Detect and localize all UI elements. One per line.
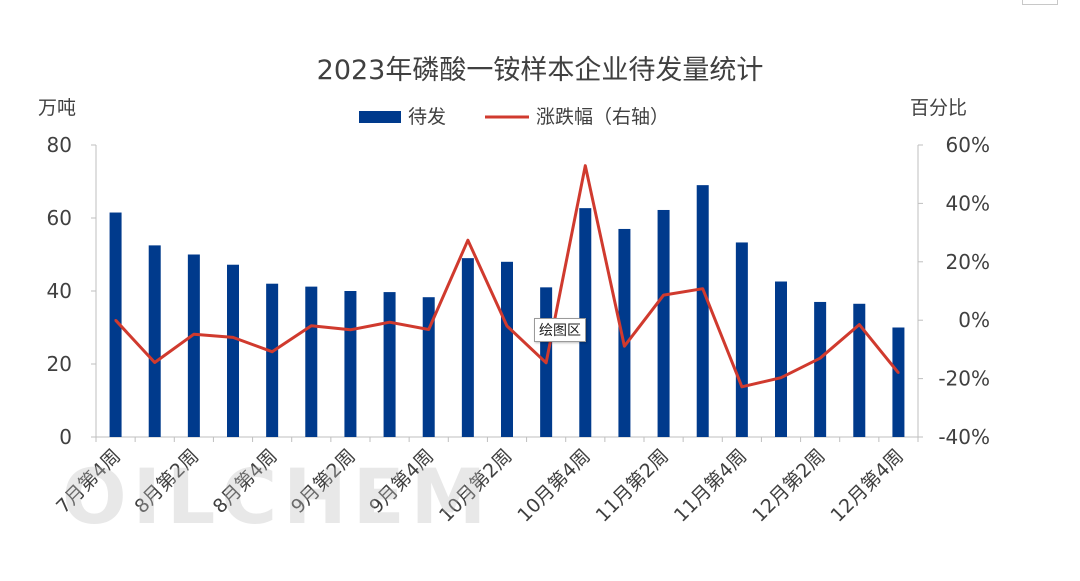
bar-8月第2周 bbox=[187, 254, 200, 437]
line-point-9月第1周 bbox=[310, 324, 313, 327]
x-tick-label: 10月第4周 bbox=[513, 445, 595, 527]
bar-9月第1周 bbox=[305, 286, 318, 437]
line-point-8月第3周 bbox=[231, 336, 235, 339]
bar-11月第4周 bbox=[735, 242, 748, 437]
bar-11月第1周 bbox=[618, 228, 631, 437]
y2-tick-label: 20% bbox=[946, 250, 990, 274]
x-tick-label: 9月第2周 bbox=[287, 445, 360, 518]
bar-11月第3周 bbox=[696, 185, 709, 437]
bar-9月第3周 bbox=[383, 292, 396, 437]
line-point-10月第4周 bbox=[584, 164, 587, 167]
line-point-11月第3周 bbox=[701, 287, 704, 290]
y-tick-label: 20 bbox=[47, 352, 72, 376]
y2-axis-label: 百分比 bbox=[910, 97, 967, 119]
line-point-8月第1周 bbox=[153, 361, 156, 364]
x-tick-label: 8月第2周 bbox=[130, 445, 203, 518]
x-tick-label: 12月第2周 bbox=[748, 445, 830, 527]
chart-title: 2023年磷酸一铵样本企业待发量统计 bbox=[317, 55, 764, 86]
y-axis-label: 万吨 bbox=[38, 97, 76, 119]
x-tick-label: 8月第4周 bbox=[209, 445, 282, 518]
line-point-7月第4周 bbox=[114, 319, 117, 322]
line-point-8月第2周 bbox=[192, 333, 196, 336]
corner-frame bbox=[1022, 0, 1058, 5]
line-point-10月第2周 bbox=[505, 324, 509, 328]
bar-9月第2周 bbox=[344, 291, 357, 437]
line-point-12月第3周 bbox=[858, 323, 861, 326]
y-tick-label: 40 bbox=[47, 279, 72, 303]
bar-7月第4周 bbox=[109, 212, 122, 437]
legend-label-line: 涨跌幅（右轴） bbox=[536, 106, 669, 128]
y2-tick-label: 40% bbox=[946, 191, 990, 215]
bar-10月第1周 bbox=[461, 258, 474, 437]
bar-12月第1周 bbox=[775, 281, 787, 437]
line-point-12月第4周 bbox=[897, 371, 900, 374]
line-point-8月第4周 bbox=[270, 350, 274, 353]
line-point-10月第1周 bbox=[466, 238, 470, 242]
line-point-11月第2周 bbox=[662, 293, 665, 297]
bar-11月第2周 bbox=[657, 209, 670, 437]
x-tick-label: 12月第4周 bbox=[826, 445, 908, 527]
bar-12月第2周 bbox=[814, 301, 827, 437]
y2-tick-label: 0% bbox=[958, 308, 990, 332]
bar-12月第4周 bbox=[892, 327, 905, 437]
legend-label-bar: 待发 bbox=[408, 106, 446, 128]
y-tick-label: 0 bbox=[59, 425, 72, 449]
line-point-12月第1周 bbox=[779, 376, 783, 379]
x-tick-label: 9月第4周 bbox=[365, 445, 438, 518]
x-tick-label: 10月第2周 bbox=[435, 445, 517, 527]
plot-area-tooltip: 绘图区 bbox=[534, 318, 586, 342]
bar-8月第3周 bbox=[227, 264, 239, 437]
bar-8月第4周 bbox=[266, 283, 279, 437]
legend-swatch-bar bbox=[359, 111, 401, 123]
bar-8月第1周 bbox=[148, 245, 161, 437]
x-tick-label: 11月第2周 bbox=[592, 445, 674, 527]
line-point-12月第2周 bbox=[818, 356, 822, 360]
line-point-11月第1周 bbox=[623, 344, 626, 348]
y-tick-label: 60 bbox=[47, 206, 72, 230]
line-point-10月第3周 bbox=[544, 361, 548, 365]
line-point-9月第2周 bbox=[349, 328, 352, 332]
line-point-9月第3周 bbox=[388, 321, 391, 324]
y2-tick-label: -20% bbox=[938, 367, 990, 391]
bar-10月第2周 bbox=[501, 261, 513, 437]
x-tick-label: 11月第4周 bbox=[670, 445, 752, 527]
x-tick-label: 7月第4周 bbox=[52, 445, 125, 518]
bar-9月第4周 bbox=[422, 297, 435, 437]
y2-tick-label: -40% bbox=[938, 425, 990, 449]
line-point-9月第4周 bbox=[427, 328, 430, 331]
y2-tick-label: 60% bbox=[946, 133, 990, 157]
line-point-11月第4周 bbox=[740, 385, 744, 388]
bar-12月第3周 bbox=[853, 303, 866, 437]
y-tick-label: 80 bbox=[47, 133, 72, 157]
